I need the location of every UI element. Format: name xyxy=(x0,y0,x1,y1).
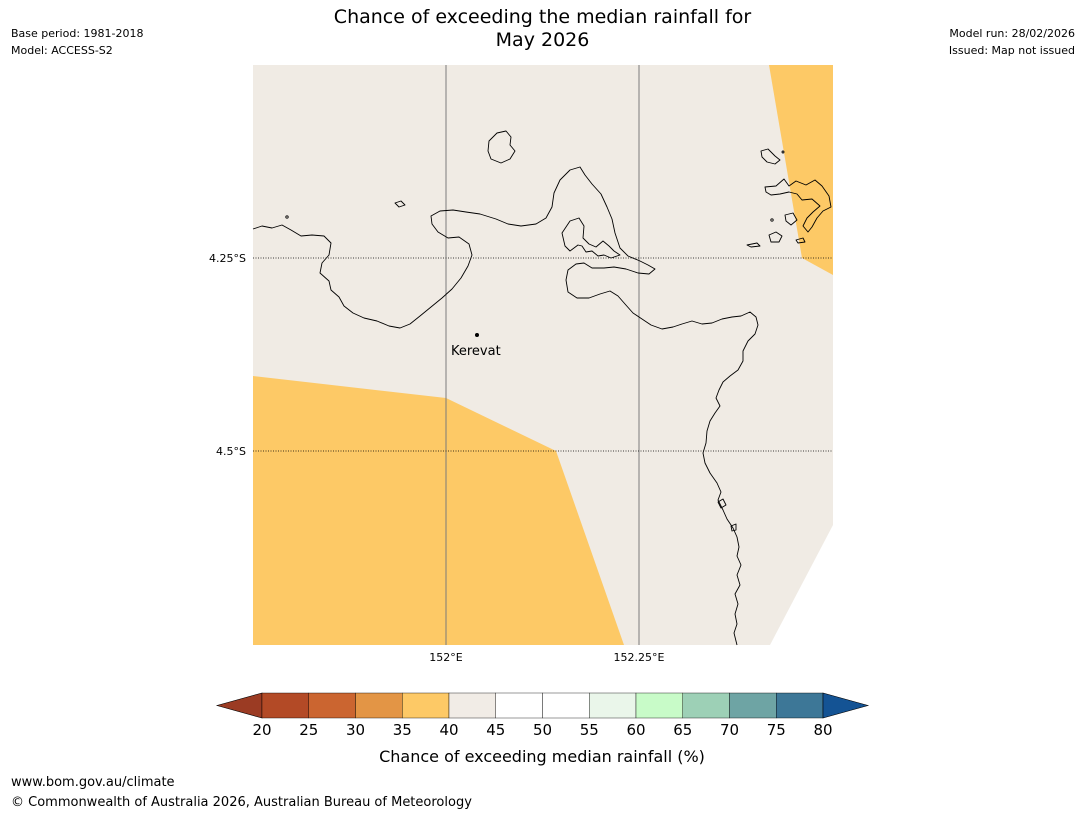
duke-of-york-islands xyxy=(764,178,832,233)
colorbar-segment-50-55 xyxy=(542,692,590,719)
islet-3 xyxy=(770,218,774,222)
coastline xyxy=(252,130,832,646)
colorbar-segment-35-40 xyxy=(402,692,450,719)
colorbar-tick-20: 20 xyxy=(252,721,271,739)
island-small-1 xyxy=(394,200,406,208)
model-name: Model: ACCESS-S2 xyxy=(11,44,113,57)
colorbar-segment-25-30 xyxy=(308,692,356,719)
colorbar-tick-60: 60 xyxy=(626,721,645,739)
island-east-6 xyxy=(717,498,727,509)
colorbar-segment-65-70 xyxy=(682,692,730,719)
colorbar-tick-55: 55 xyxy=(580,721,599,739)
issued-status: Issued: Map not issued xyxy=(948,44,1075,57)
colorbar-segment-45-50 xyxy=(495,692,543,719)
colorbar-segment-30-35 xyxy=(355,692,403,719)
rainfall-region-northeast xyxy=(769,65,833,275)
colorbar-tick-50: 50 xyxy=(533,721,552,739)
peninsula-inlet xyxy=(561,217,621,259)
coastline-main xyxy=(252,166,759,646)
colorbar-segment-75-80 xyxy=(776,692,824,719)
islet-2 xyxy=(781,150,785,154)
island-east-2 xyxy=(746,242,761,248)
base-period: Base period: 1981-2018 xyxy=(11,27,144,40)
kerevat-marker xyxy=(475,333,479,337)
colorbar-tick-65: 65 xyxy=(673,721,692,739)
run-metadata-right: Model run: 28/02/2026 Issued: Map not is… xyxy=(949,25,1075,59)
rainfall-region-west xyxy=(253,376,624,645)
model-run: Model run: 28/02/2026 xyxy=(949,27,1075,40)
title-line-2: May 2026 xyxy=(495,29,590,51)
kerevat-label: Kerevat xyxy=(451,344,501,359)
island-north xyxy=(487,130,516,164)
title-line-1: Chance of exceeding the median rainfall … xyxy=(333,6,752,28)
lon-label-152: 152°E xyxy=(429,651,462,664)
colorbar-tick-35: 35 xyxy=(393,721,412,739)
colorbar-tick-30: 30 xyxy=(346,721,365,739)
colorbar-segment-40-45 xyxy=(448,692,496,719)
colorbar-tick-45: 45 xyxy=(486,721,505,739)
lat-label-4-5: 4.5°S xyxy=(216,445,246,458)
footer-copyright: © Commonwealth of Australia 2026, Austra… xyxy=(11,795,472,810)
colorbar-segment-70-75 xyxy=(729,692,777,719)
island-east-1 xyxy=(760,148,781,165)
colorbar-tick-40: 40 xyxy=(439,721,458,739)
colorbar-segment-55-60 xyxy=(589,692,637,719)
colorbar-tick-70: 70 xyxy=(720,721,739,739)
no-data-corner xyxy=(770,525,833,645)
colorbar: 20 25 30 35 40 45 50 55 60 65 70 75 80 xyxy=(215,692,870,739)
colorbar-tick-80: 80 xyxy=(813,721,832,739)
island-east-3 xyxy=(768,231,783,243)
colorbar-extend-low xyxy=(215,692,263,719)
colorbar-tick-75: 75 xyxy=(767,721,786,739)
colorbar-segment-60-65 xyxy=(635,692,683,719)
lon-label-152-25: 152.25°E xyxy=(614,651,665,664)
island-east-5 xyxy=(784,212,798,226)
graticule xyxy=(253,65,833,645)
colorbar-label: Chance of exceeding median rainfall (%) xyxy=(379,747,705,766)
footer-url: www.bom.gov.au/climate xyxy=(11,775,175,790)
colorbar-extend-high xyxy=(822,692,870,719)
lat-label-4-25: 4.25°S xyxy=(209,252,246,265)
colorbar-segment-20-25 xyxy=(261,692,309,719)
run-metadata-left: Base period: 1981-2018 Model: ACCESS-S2 xyxy=(11,25,143,59)
island-east-4 xyxy=(795,237,806,244)
map-title: Chance of exceeding the median rainfall … xyxy=(0,6,1085,52)
island-east-7 xyxy=(730,523,737,532)
islet-1 xyxy=(285,215,289,219)
colorbar-tick-25: 25 xyxy=(299,721,318,739)
